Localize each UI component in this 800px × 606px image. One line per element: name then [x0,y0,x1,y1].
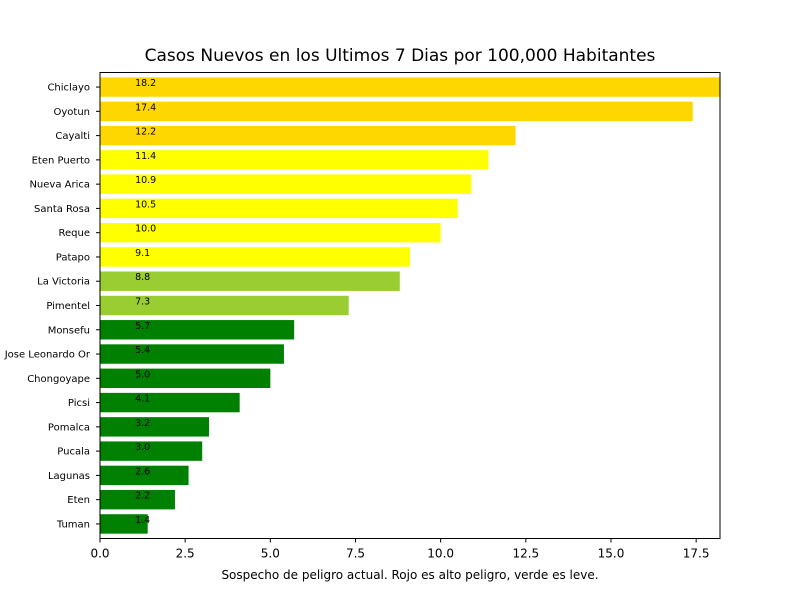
y-tick-label: Reque [59,228,91,239]
data-label: 8.8 [135,272,150,283]
bar [100,514,148,534]
x-tick-label: 5.0 [261,547,280,561]
y-tick-label: Jose Leonardo Or [4,350,91,361]
data-label: 18.2 [135,78,156,89]
bar [100,368,271,389]
bar [100,77,720,97]
data-label: 12.2 [135,127,156,138]
data-label: 2.6 [135,466,150,477]
bar [100,101,693,122]
x-ticks: 0.0 2.5 5.0 7.5 10.0 12.5 15.0 17.5 [90,538,710,561]
plot-frame [99,72,721,539]
chart-title: Casos Nuevos en los Ultimos 7 Dias por 1… [145,46,656,66]
data-label: 9.1 [135,248,150,259]
y-tick-label: Cayalti [55,131,90,142]
y-tick-label: La Victoria [37,277,90,288]
y-tick-label: Patapo [56,252,90,263]
data-label: 5.0 [135,369,150,380]
y-tick-label: Chiclayo [47,83,90,94]
y-tick-label: Santa Rosa [34,204,90,215]
x-tick-label: 15.0 [598,547,625,561]
bar [100,174,472,194]
data-label: 4.1 [135,394,150,405]
y-tick-label: Chongoyape [27,374,90,385]
data-label: 11.4 [135,151,156,162]
data-label: 3.2 [135,418,150,429]
x-tick-label: 10.0 [427,547,454,561]
data-label: 1.4 [135,515,150,526]
x-tick-label: 17.5 [683,547,710,561]
y-tick-label: Pimentel [46,301,90,312]
bar [100,392,240,413]
y-tick-label: Oyotun [53,107,90,118]
x-tick-label: 7.5 [346,547,365,561]
y-tick-label: Pomalca [48,422,90,433]
bar [100,125,516,146]
y-tick-labels: Chiclayo Oyotun Cayalti Eten Puerto Nueva Ar… [4,83,100,530]
y-tick-label: Eten [67,495,90,506]
data-label: 7.3 [135,297,150,308]
y-tick-label: Eten Puerto [32,155,90,166]
y-tick-label: Monsefu [48,325,90,336]
x-tick-label: 0.0 [90,547,109,561]
x-tick-label: 12.5 [512,547,539,561]
bar [100,150,489,170]
y-tick-label: Pucala [57,447,90,458]
bar [100,441,203,461]
data-label: 5.4 [135,345,150,356]
bars-group: 18.2 17.4 12.2 11.4 10.9 10.5 10.0 9.1 8.8 7.3 5.7… [100,77,720,534]
bar [100,271,400,291]
data-label: 17.4 [135,102,156,113]
data-label: 10.9 [135,175,156,186]
bar [100,489,175,510]
y-tick-label: Lagunas [48,471,90,482]
bar [100,198,458,219]
y-tick-label: Tuman [56,519,90,530]
bar [100,295,349,316]
data-label: 5.7 [135,321,150,332]
bar [100,417,210,437]
bar [100,344,284,364]
bar [100,247,410,267]
data-label: 10.0 [135,224,156,235]
data-label: 3.0 [135,442,150,453]
y-tick-label: Nueva Arica [29,180,90,191]
data-label: 2.2 [135,491,150,502]
data-label: 10.5 [135,199,156,210]
x-axis-label: Sospecho de peligro actual. Rojo es alto… [221,568,598,582]
y-tick-label: Picsi [68,398,90,409]
bar [100,465,189,486]
bar [100,222,441,243]
bar [100,320,295,340]
x-tick-label: 2.5 [176,547,195,561]
